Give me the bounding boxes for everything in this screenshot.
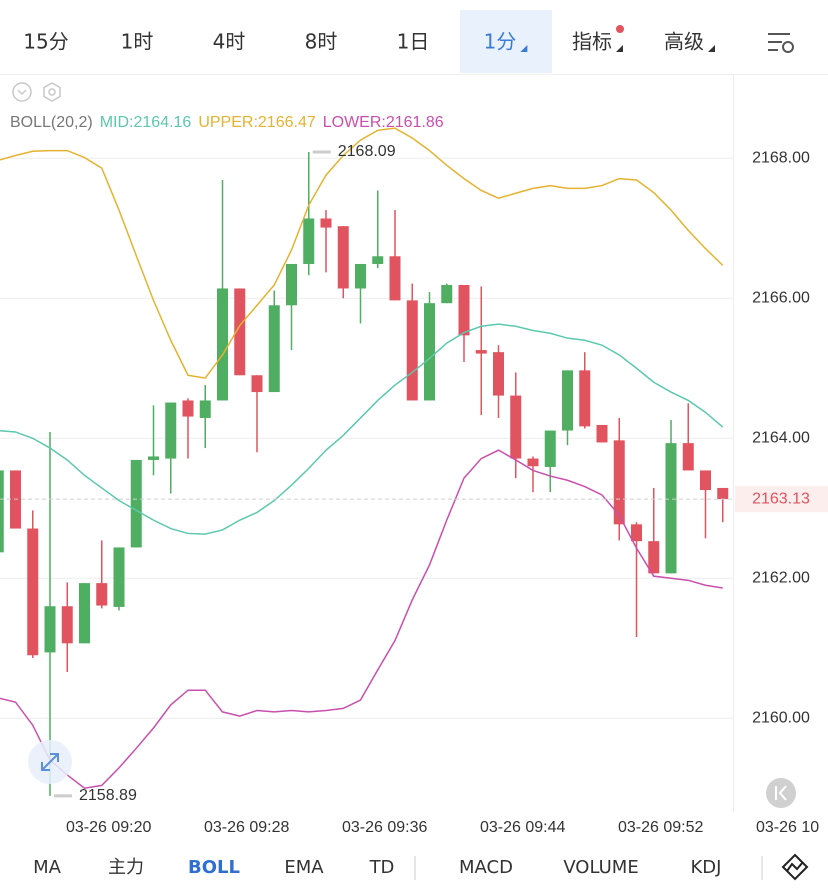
top-tab[interactable]: 指标 — [572, 30, 612, 54]
x-tick-label: 03-26 09:28 — [204, 819, 290, 836]
candle-body — [613, 440, 625, 525]
candle-body — [682, 443, 694, 471]
candle-body — [510, 395, 522, 459]
candle-body — [596, 424, 608, 443]
top-tab[interactable]: 15分 — [23, 30, 68, 54]
candle-body — [165, 402, 177, 459]
candle-body — [303, 218, 315, 264]
candle-body — [234, 288, 246, 376]
y-tick-label: 2168.00 — [752, 150, 810, 167]
candle-body — [199, 400, 211, 418]
x-tick-label: 03-26 09:52 — [618, 819, 704, 836]
collapse-button[interactable] — [12, 82, 32, 102]
draw-tool-icon[interactable] — [781, 853, 809, 881]
candle-body — [648, 541, 660, 574]
x-tick-label: 03-26 09:20 — [66, 819, 152, 836]
candle-body — [527, 458, 539, 467]
indicator-tab[interactable]: 主力 — [108, 857, 144, 878]
candle-body — [113, 547, 125, 607]
top-tab[interactable]: 1时 — [121, 30, 154, 54]
candle-body — [544, 430, 556, 467]
settings-button[interactable] — [43, 82, 61, 102]
boll-line — [0, 449, 723, 789]
candle-body — [700, 470, 711, 491]
candle-body — [268, 305, 280, 393]
y-tick-label: 2166.00 — [752, 289, 810, 306]
boll-line — [0, 127, 724, 379]
candle-body — [389, 256, 401, 301]
top-tab[interactable]: 1分 — [484, 30, 517, 54]
top-tab[interactable]: 8时 — [305, 30, 338, 54]
boll-line — [0, 323, 724, 535]
candle-body — [579, 370, 591, 427]
candle-body — [355, 263, 366, 289]
candle-body — [665, 443, 677, 574]
legend-item: LOWER:2161.86 — [323, 114, 444, 131]
candle-body — [130, 459, 142, 548]
indicator-tab[interactable]: MA — [33, 857, 62, 878]
candle-body — [458, 284, 470, 336]
indicator-tab[interactable]: KDJ — [691, 857, 722, 878]
top-tab[interactable]: 4时 — [213, 30, 246, 54]
candle-body — [286, 263, 297, 306]
settings-icon[interactable] — [768, 33, 794, 53]
y-tick-label: 2162.00 — [752, 569, 810, 586]
candle-body — [61, 606, 73, 644]
candle-body — [320, 218, 332, 228]
indicator-tab[interactable]: MACD — [459, 857, 513, 878]
indicator-tab[interactable]: EMA — [284, 857, 324, 878]
high-marker: 2168.09 — [338, 143, 396, 160]
indicator-tab[interactable]: TD — [369, 857, 395, 878]
indicator-tab-bar: MA 主力 BOLL EMA TD MACD VOLUME KDJ — [33, 853, 809, 881]
menu-indicator — [616, 45, 623, 52]
candle-body — [96, 583, 108, 606]
candle-body — [217, 288, 228, 401]
legend-item: UPPER:2166.47 — [198, 114, 316, 131]
candle-body — [337, 226, 349, 289]
top-tab-bar: 15分 1时 4时 8时 1日 1分 指标 高级 — [0, 10, 828, 75]
legend-item: MID:2164.16 — [100, 114, 192, 131]
legend-title: BOLL(20,2) — [10, 114, 93, 131]
y-tick-label: 2160.00 — [752, 709, 810, 726]
candle-body — [631, 524, 642, 542]
x-tick-label: 03-26 10 — [756, 819, 819, 836]
candle-body — [182, 400, 194, 417]
notification-dot — [616, 25, 624, 33]
latest-button[interactable] — [766, 778, 796, 808]
menu-indicator — [708, 45, 715, 52]
plot — [0, 127, 729, 796]
menu-indicator — [520, 45, 528, 52]
indicator-tab[interactable]: VOLUME — [563, 857, 638, 878]
candle-body — [562, 370, 573, 431]
candle-body — [79, 583, 90, 644]
candle-body — [372, 256, 384, 264]
chart-tools — [12, 82, 61, 102]
candle-body — [717, 487, 729, 500]
candle-body — [0, 470, 4, 553]
top-tab[interactable]: 高级 — [664, 30, 704, 54]
candle-body — [251, 375, 263, 393]
x-tick-label: 03-26 09:36 — [342, 819, 428, 836]
candle-body — [493, 352, 504, 396]
active-tab-bg — [460, 10, 552, 73]
indicator-tab[interactable]: BOLL — [188, 857, 240, 878]
last-price-tag — [735, 486, 828, 513]
candle-body — [406, 300, 418, 401]
overlay: 2168.09 2158.89 2163.13 — [0, 143, 828, 804]
last-price-label: 2163.13 — [752, 490, 810, 507]
candle-body — [44, 606, 56, 653]
expand-button[interactable] — [28, 740, 72, 784]
candle-body — [475, 350, 487, 354]
candle-body — [148, 456, 159, 460]
low-marker: 2158.89 — [79, 787, 137, 804]
candle-body — [441, 284, 453, 304]
y-tick-label: 2164.00 — [752, 429, 810, 446]
top-tab[interactable]: 1日 — [397, 30, 430, 54]
x-tick-label: 03-26 09:44 — [480, 819, 566, 836]
candle-body — [424, 303, 435, 401]
candle-body — [27, 528, 39, 656]
